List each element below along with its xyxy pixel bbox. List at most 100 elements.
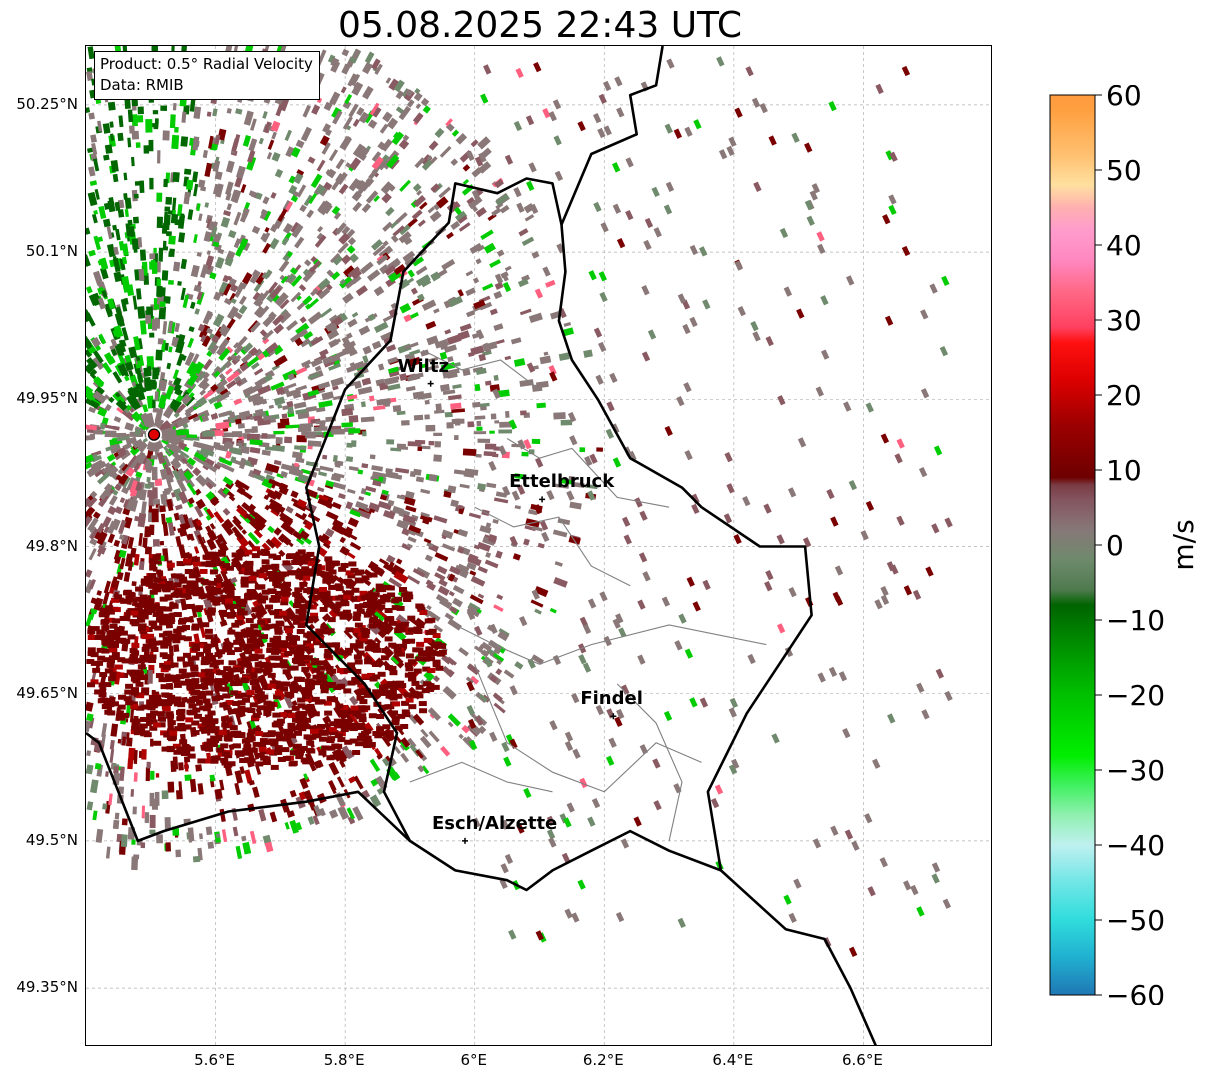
echo-cell [479,301,493,311]
echo-cell [554,561,563,567]
echo-cell [467,421,475,428]
echo-cell [204,202,210,208]
echo-cell [210,344,219,355]
echo-cell [546,490,555,501]
echo-cell [160,555,165,562]
echo-cell [483,242,496,254]
echo-cell [842,728,851,739]
echo-cell [149,332,155,338]
echo-cell [226,613,235,619]
echo-cell [625,157,634,168]
echo-cell [88,249,96,257]
echo-cell [451,129,460,137]
echo-cell [944,517,953,528]
echo-cell [295,573,304,579]
country-borders [86,46,877,1045]
echo-cell [283,382,297,391]
echo-cell [331,271,341,281]
echo-cell [165,580,174,586]
echo-cell [169,114,176,129]
echo-cell [143,601,152,607]
echo-cell [175,416,190,428]
echo-cell [130,619,139,625]
echo-cell [205,668,214,674]
echo-cell [202,554,211,560]
echo-cell [175,394,184,403]
echo-cell [156,285,163,297]
echo-cell [351,679,360,685]
echo-cell [310,173,323,189]
echo-cell [475,329,485,340]
echo-cell [206,508,215,519]
echo-cell [182,474,195,489]
echo-cell [305,754,313,762]
echo-cell [136,370,144,384]
echo-cell [265,434,276,439]
echo-cell [514,473,525,480]
echo-cell [101,625,110,631]
echo-cell [484,380,492,386]
echo-cell [444,329,452,335]
echo-cell [484,559,499,569]
echo-cell [349,726,358,732]
echo-cell [299,746,308,752]
echo-cell [292,501,307,512]
echo-cell [326,755,335,761]
echo-cell [317,200,328,213]
echo-cell [191,556,200,562]
city-marker [461,837,468,844]
echo-cell [277,404,283,409]
echo-cell [270,381,285,391]
echo-cell [255,761,264,767]
echo-cell [197,783,204,795]
echo-cell [192,689,201,695]
echo-cell [276,473,285,479]
echo-cell [349,157,362,171]
echo-cell [96,531,108,546]
echo-cell [387,692,396,698]
echo-cell [174,403,187,416]
echo-cell [180,680,189,686]
echo-cell [393,647,402,653]
echo-cell [450,402,462,410]
echo-cell [165,618,174,624]
echo-cell [106,636,115,642]
radar-echoes [86,46,953,957]
echo-cell [430,271,441,282]
echo-cell [412,112,424,124]
echo-cell [355,741,364,747]
echo-cell [346,807,356,820]
echo-cell [114,483,122,491]
echo-cell [218,281,229,294]
colorbar-tick-label: 0 [1106,529,1124,562]
echo-cell [121,256,128,265]
echo-cell [181,673,190,679]
echo-cell [219,702,228,708]
echo-cell [117,657,126,663]
echo-cell [193,106,202,119]
echo-cell [407,536,417,543]
echo-cell [339,677,350,688]
echo-cell [378,587,387,593]
echo-cell [114,313,122,324]
echo-cell [603,125,612,136]
echo-cell [330,57,340,68]
echo-cell [177,635,186,641]
echo-cell [382,111,393,123]
echo-cell [344,94,353,105]
radar-map[interactable] [85,45,992,1046]
echo-cell [155,673,164,679]
echo-cell [355,639,364,645]
echo-cell [418,701,427,707]
echo-cell [246,156,257,171]
echo-cell [89,469,98,477]
echo-cell [254,648,263,654]
echo-cell [872,758,881,769]
echo-cell [154,625,163,631]
echo-cell [240,582,249,588]
echo-cell [349,695,359,706]
echo-cell [426,155,433,161]
echo-cell [107,710,116,716]
echo-cell [443,344,458,354]
echo-cell [209,774,216,782]
